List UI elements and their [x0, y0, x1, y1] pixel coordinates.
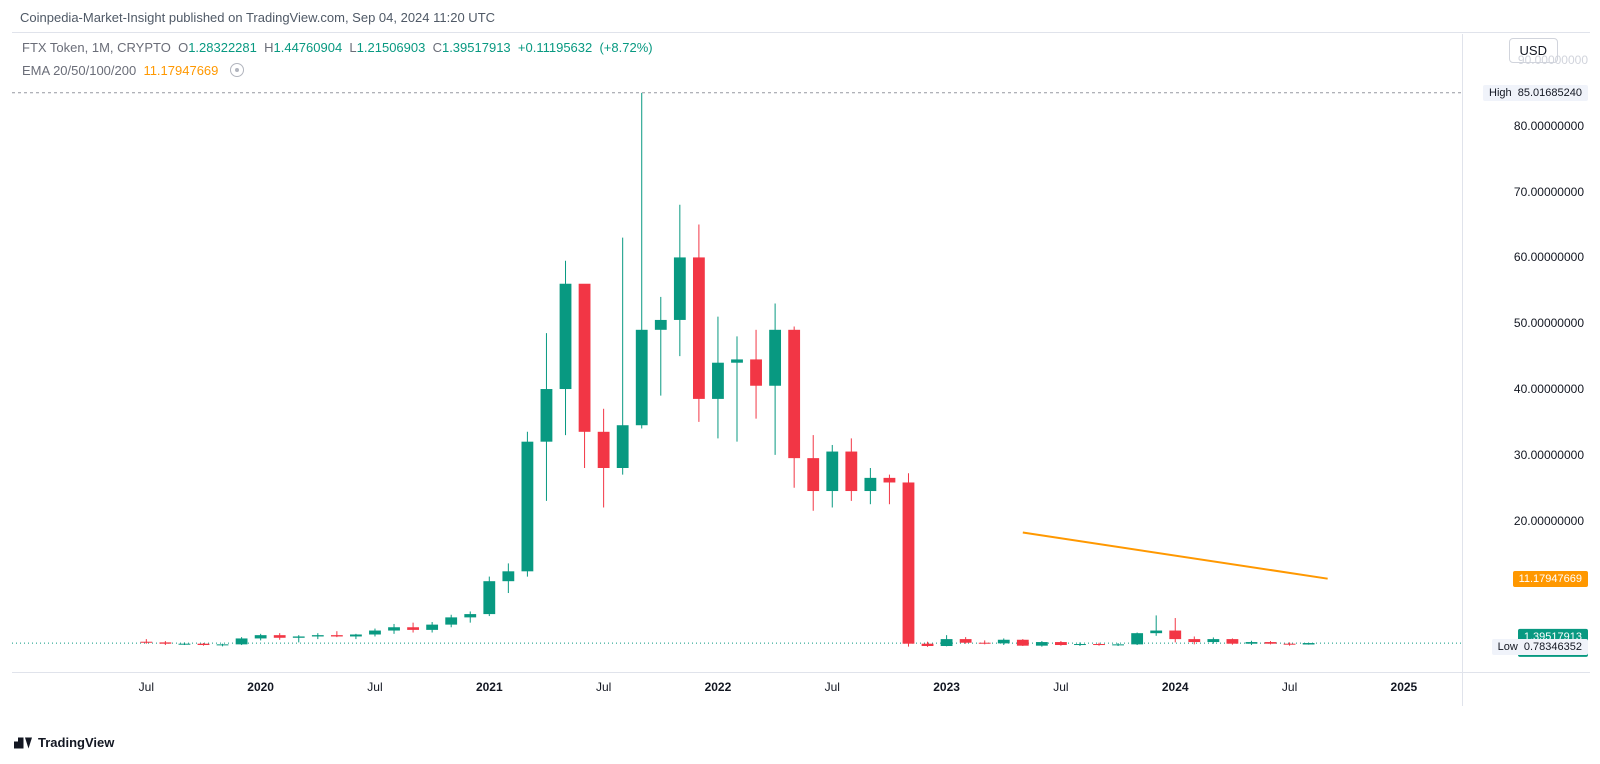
- ohlc-close: 1.39517913: [442, 40, 511, 55]
- ohlc-open: 1.28322281: [188, 40, 257, 55]
- bottom-separator: [12, 672, 1590, 673]
- y-axis-faded-top: 90.00000000: [1518, 53, 1588, 67]
- ohlc-pct: (+8.72%): [599, 40, 652, 55]
- ohlc-low: 1.21506903: [357, 40, 426, 55]
- chart-plot[interactable]: [12, 60, 1462, 672]
- y-tick: 30.00000000: [1514, 448, 1584, 462]
- symbol-label: FTX Token, 1M, CRYPTO: [22, 40, 171, 55]
- y-axis[interactable]: 90.00000000 20.0000000030.0000000040.000…: [1462, 60, 1592, 672]
- y-tick: 80.00000000: [1514, 119, 1584, 133]
- y-tick: 20.00000000: [1514, 514, 1584, 528]
- y-tag-high: High 85.01685240: [1483, 85, 1588, 101]
- candlestick-svg: [12, 60, 1462, 672]
- x-tick: Jul: [139, 680, 154, 694]
- x-tick: 2021: [476, 680, 503, 694]
- tradingview-label: TradingView: [38, 735, 114, 750]
- x-tick: 2023: [933, 680, 960, 694]
- top-separator: [12, 32, 1590, 33]
- y-tick: 70.00000000: [1514, 185, 1584, 199]
- ohlc-high: 1.44760904: [274, 40, 343, 55]
- tradingview-logo: TradingView: [14, 735, 114, 750]
- x-tick: Jul: [825, 680, 840, 694]
- x-tick: 2025: [1391, 680, 1418, 694]
- x-tick: Jul: [596, 680, 611, 694]
- x-tick: Jul: [367, 680, 382, 694]
- x-tick: 2022: [705, 680, 732, 694]
- y-tick: 60.00000000: [1514, 250, 1584, 264]
- y-tag-ema: 11.17947669: [1513, 571, 1588, 587]
- y-tick: 40.00000000: [1514, 382, 1584, 396]
- ohlc-change: +0.11195632: [518, 40, 592, 55]
- x-tick: 2024: [1162, 680, 1189, 694]
- x-tick: Jul: [1282, 680, 1297, 694]
- y-tick: 50.00000000: [1514, 316, 1584, 330]
- x-tick: 2020: [247, 680, 274, 694]
- x-axis[interactable]: Jul 2020 Jul 2021 Jul 2022 Jul 2023 Jul 2024 Jul 20…: [12, 680, 1462, 708]
- publish-caption: Coinpedia-Market-Insight published on Tr…: [20, 10, 495, 25]
- x-tick: Jul: [1053, 680, 1068, 694]
- y-tag-low: Low 0.78346352: [1492, 639, 1588, 655]
